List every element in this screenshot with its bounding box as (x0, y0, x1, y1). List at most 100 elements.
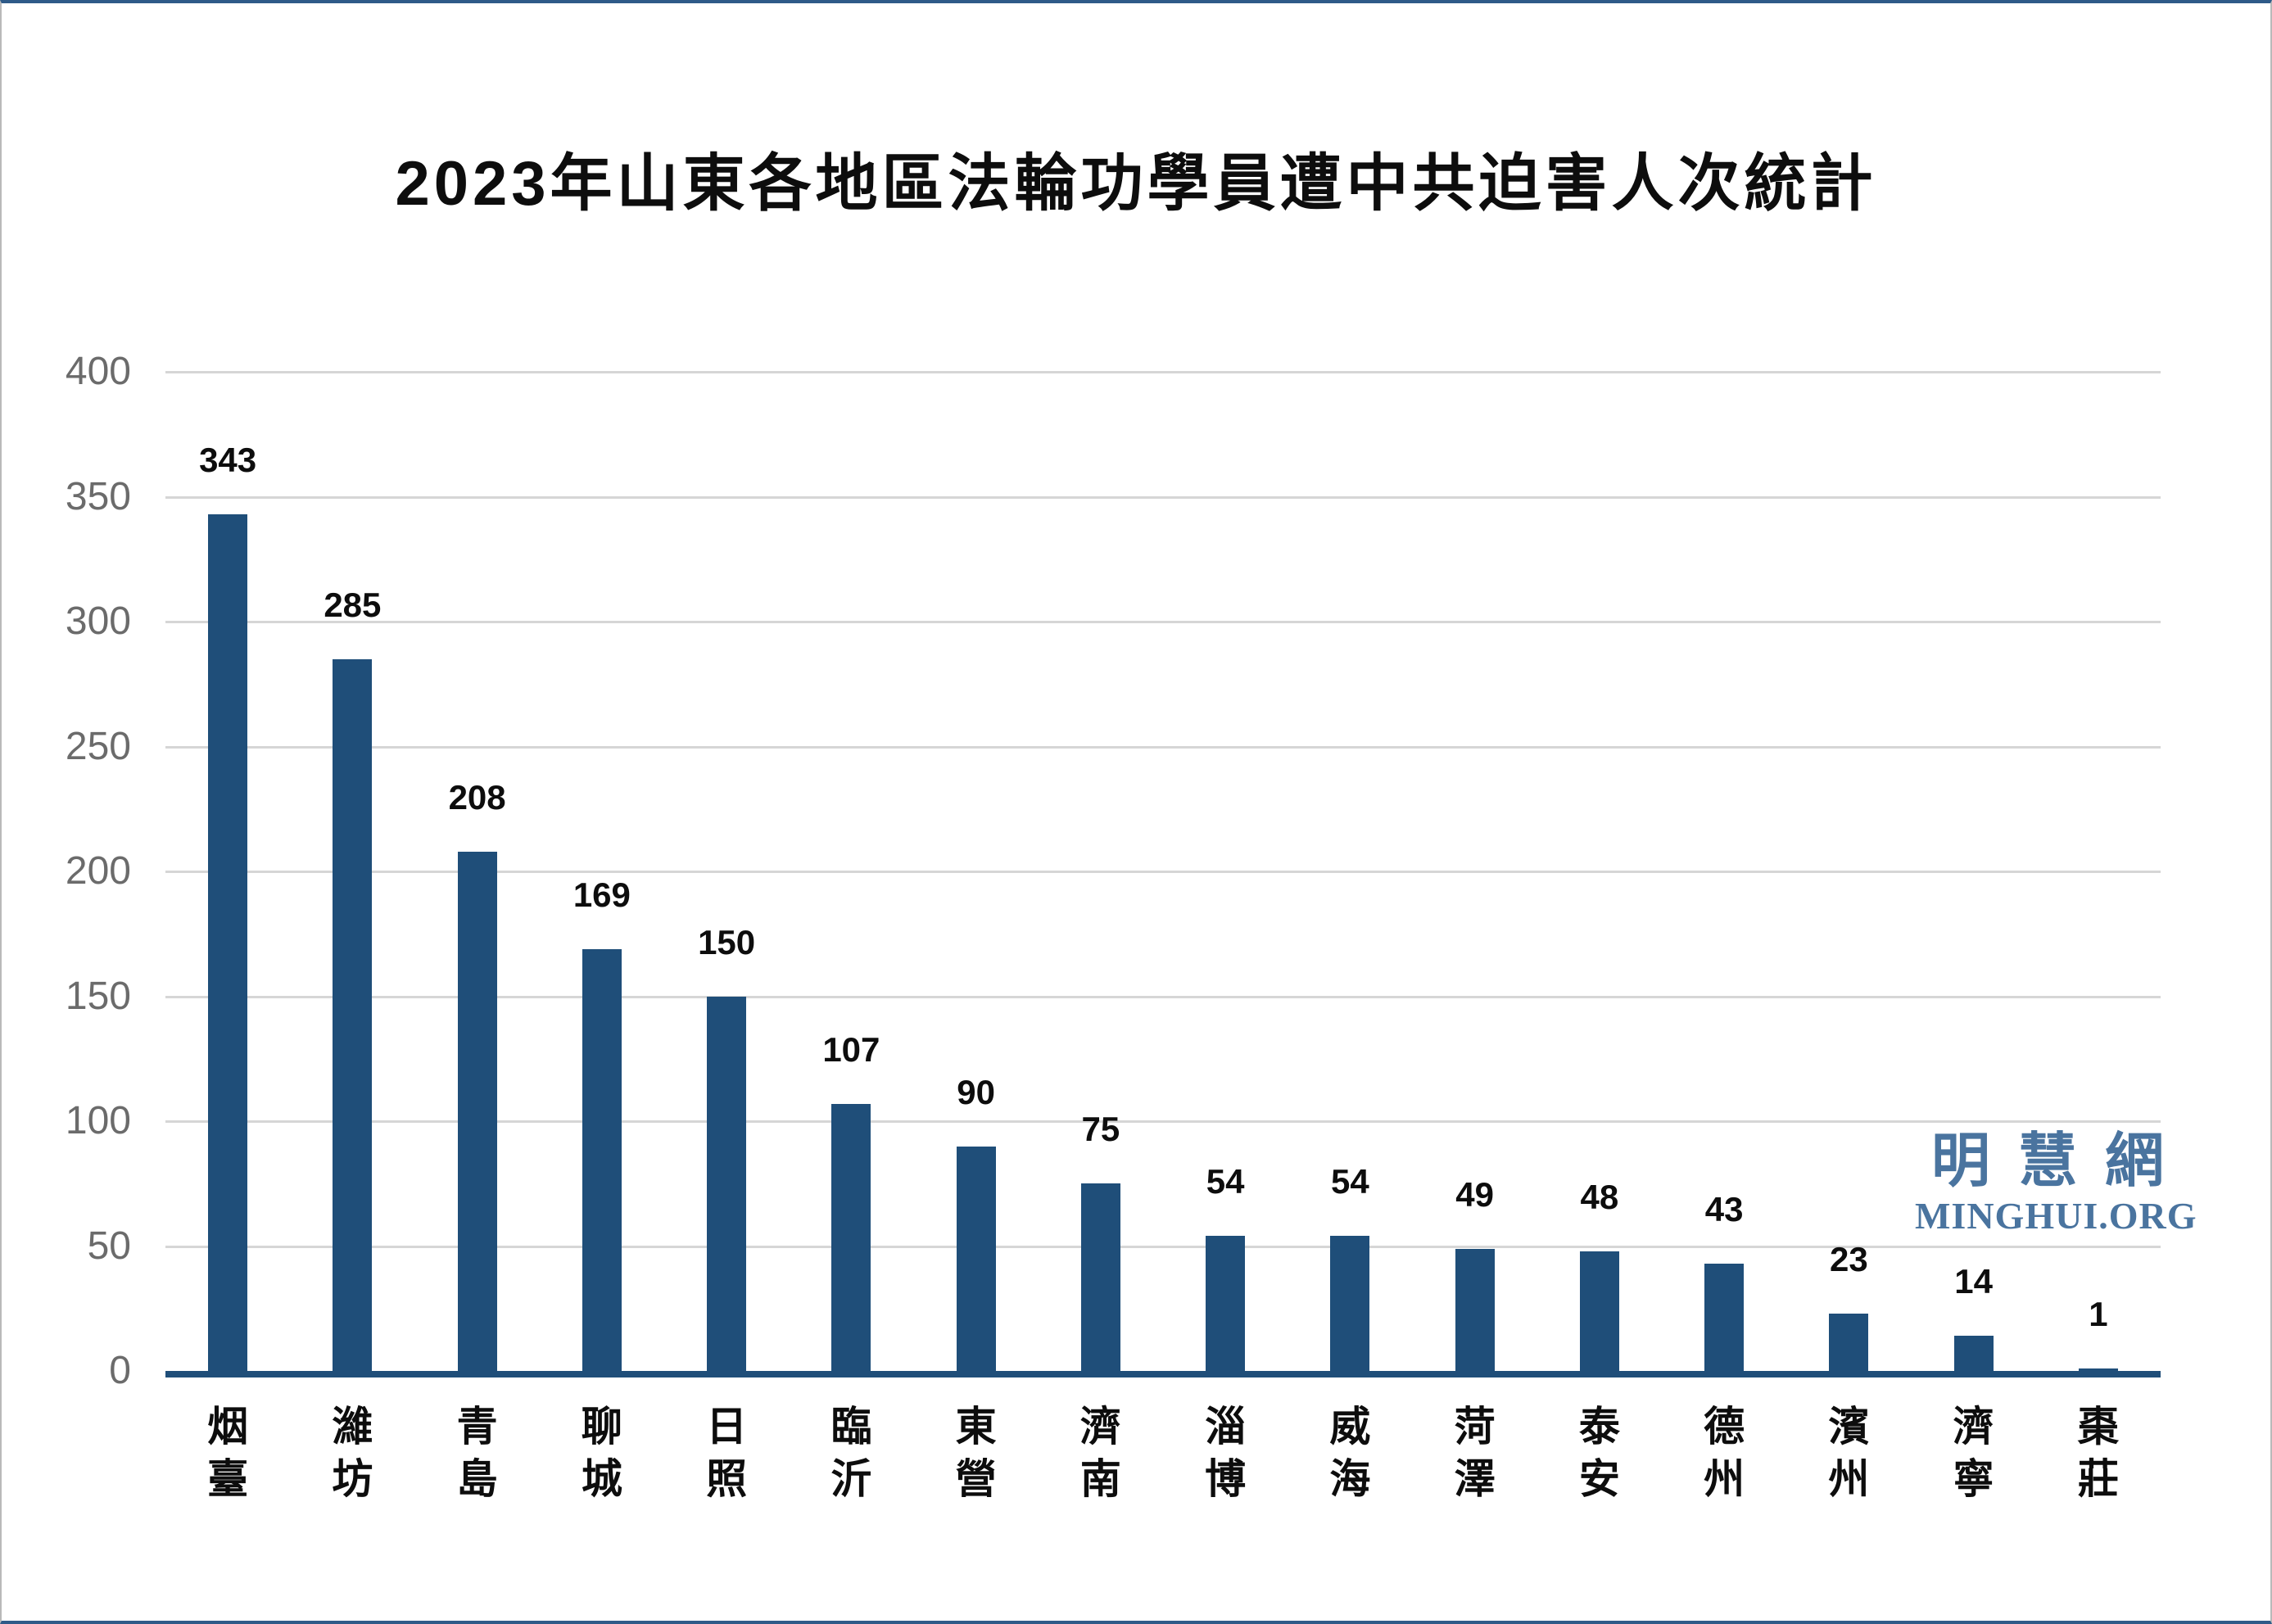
x-axis-category-label: 濰坊 (315, 1400, 389, 1505)
bar-value-label: 54 (1206, 1162, 1245, 1201)
category-char: 營 (955, 1456, 997, 1502)
category-char: 城 (581, 1456, 622, 1502)
bar-value-label: 343 (199, 440, 257, 479)
bar-value-label: 1 (2089, 1294, 2108, 1333)
category-char: 安 (1578, 1456, 1620, 1502)
category-char: 烟 (207, 1404, 249, 1450)
x-axis-category-label: 日照 (690, 1400, 763, 1505)
x-axis-category-label: 泰安 (1563, 1400, 1636, 1505)
y-axis-tick-label: 150 (65, 974, 131, 1018)
gridline-300 (165, 621, 2161, 623)
category-char: 臨 (831, 1404, 872, 1450)
category-char: 州 (1828, 1456, 1870, 1502)
category-char: 濱 (1828, 1404, 1870, 1450)
gridline-400 (165, 371, 2161, 373)
bar-value-label: 169 (573, 875, 631, 914)
category-char: 海 (1329, 1456, 1371, 1502)
bar-青島 (457, 851, 497, 1377)
x-axis-category-label: 臨沂 (814, 1400, 888, 1505)
bar-value-label: 285 (324, 585, 382, 624)
bar-菏澤 (1455, 1248, 1495, 1377)
x-axis-category-label: 濱州 (1812, 1400, 1885, 1505)
bar-東營 (956, 1146, 996, 1377)
bar-value-label: 49 (1455, 1174, 1494, 1214)
bar-value-label: 90 (957, 1072, 995, 1111)
gridline-50 (165, 1245, 2161, 1248)
watermark-cjk-logo: 明慧網 (1931, 1129, 2193, 1194)
bar-value-label: 14 (1954, 1262, 1993, 1301)
bar-臨沂 (831, 1103, 871, 1377)
gridline-350 (165, 495, 2161, 499)
gridline-200 (165, 871, 2161, 873)
bar-淄博 (1206, 1236, 1246, 1377)
bar-濰坊 (333, 658, 373, 1377)
x-axis-baseline (165, 1371, 2161, 1377)
bar-value-label: 23 (1830, 1239, 1868, 1278)
y-axis-tick-label: 300 (65, 599, 131, 643)
gridline-150 (165, 995, 2161, 998)
bar-value-label: 54 (1331, 1162, 1369, 1201)
x-axis-category-label: 威海 (1313, 1400, 1387, 1505)
category-char: 州 (1704, 1456, 1745, 1502)
bar-value-label: 48 (1580, 1177, 1619, 1216)
x-axis-category-label: 濟南 (1064, 1400, 1138, 1505)
watermark-url-text: MINGHUI.ORG (1915, 1195, 2197, 1237)
bar-value-label: 208 (448, 777, 506, 817)
minghui-watermark: 明慧網 MINGHUI.ORG (1915, 1127, 2197, 1237)
x-axis-category-label: 淄博 (1188, 1400, 1262, 1505)
category-char: 東 (955, 1404, 997, 1450)
bar-value-label: 75 (1081, 1110, 1120, 1149)
bar-日照 (707, 996, 747, 1377)
bar-value-label: 107 (822, 1029, 880, 1069)
category-char: 濟 (1953, 1404, 1994, 1450)
category-char: 德 (1704, 1404, 1745, 1450)
y-axis-tick-label: 200 (65, 849, 131, 893)
x-axis-category-label: 濟寧 (1937, 1400, 2011, 1505)
category-char: 濰 (332, 1404, 373, 1450)
bar-聊城 (582, 948, 622, 1377)
bar-泰安 (1579, 1251, 1619, 1377)
x-axis-category-label: 德州 (1687, 1400, 1761, 1505)
bar-濟南 (1080, 1183, 1120, 1377)
x-axis-category-label: 東營 (939, 1400, 1013, 1505)
bar-濱州 (1829, 1313, 1869, 1377)
category-char: 博 (1205, 1456, 1247, 1502)
y-axis-tick-label: 250 (65, 724, 131, 768)
category-char: 莊 (2077, 1456, 2119, 1502)
category-char: 泰 (1578, 1404, 1620, 1450)
category-char: 濟 (1079, 1404, 1121, 1450)
y-axis-tick-label: 50 (87, 1224, 131, 1268)
category-char: 沂 (831, 1456, 872, 1502)
x-axis-category-label: 烟臺 (191, 1400, 265, 1505)
x-axis-category-label: 聊城 (565, 1400, 639, 1505)
category-char: 臺 (207, 1456, 249, 1502)
bar-濟寧 (1953, 1336, 1994, 1377)
bar-烟臺 (208, 513, 248, 1377)
y-axis-tick-label: 0 (109, 1349, 131, 1392)
category-char: 棗 (2077, 1404, 2119, 1450)
x-axis-category-label: 青島 (441, 1400, 514, 1505)
gridline-250 (165, 745, 2161, 749)
category-char: 淄 (1205, 1404, 1247, 1450)
y-axis-tick-label: 100 (65, 1099, 131, 1142)
bar-德州 (1704, 1263, 1745, 1377)
x-axis-category-label: 棗莊 (2062, 1400, 2135, 1505)
category-char: 島 (456, 1456, 498, 1502)
category-char: 寧 (1953, 1456, 1994, 1502)
category-char: 威 (1329, 1404, 1371, 1450)
chart-title: 2023年山東各地區法輪功學員遭中共迫害人次統計 (395, 149, 1877, 219)
category-char: 聊 (581, 1404, 622, 1450)
category-char: 日 (706, 1404, 748, 1450)
x-axis-category-label: 菏澤 (1438, 1400, 1512, 1505)
bar-value-label: 43 (1704, 1189, 1744, 1228)
y-axis-tick-label: 400 (65, 350, 131, 393)
y-axis-tick-label: 350 (65, 474, 131, 518)
category-char: 照 (706, 1456, 748, 1502)
category-char: 澤 (1454, 1456, 1496, 1502)
gridline-100 (165, 1120, 2161, 1123)
category-char: 菏 (1454, 1404, 1496, 1450)
bar-value-label: 150 (698, 922, 756, 961)
category-char: 南 (1079, 1456, 1121, 1502)
bar-威海 (1330, 1236, 1370, 1377)
